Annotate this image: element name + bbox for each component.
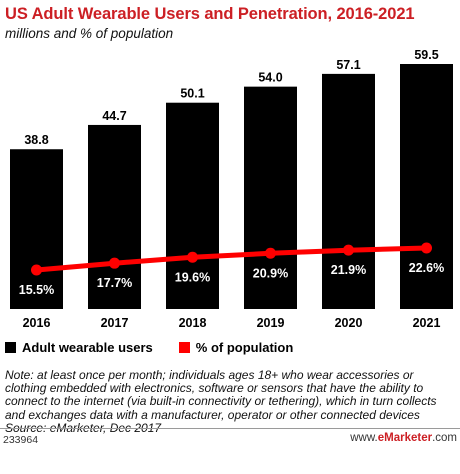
- legend-swatch-users: [5, 342, 16, 353]
- chart-note: Note: at least once per month; individua…: [5, 368, 457, 435]
- bar-value-label-2018: 50.1: [180, 87, 204, 101]
- penetration-point-2017: [109, 257, 120, 269]
- x-axis-labels: 2016 2017 2018 2019 2020 2021: [23, 316, 441, 330]
- chart-area: 38.8 44.7 50.1 54.0 57.1 59.5 15.5% 17.7% 19.6%…: [10, 48, 453, 330]
- bar-2021: [400, 64, 453, 309]
- bar-2016: [10, 149, 63, 309]
- legend-swatch-penetration: [178, 342, 190, 353]
- legend-label-users: Adult wearable users: [22, 340, 153, 355]
- x-tick-label-2018: 2018: [179, 316, 207, 330]
- bar-value-label-2019: 54.0: [258, 71, 282, 85]
- x-tick-label-2017: 2017: [101, 316, 129, 330]
- brand-suffix: .com: [432, 432, 457, 444]
- legend: Adult wearable users % of population: [5, 340, 319, 355]
- footer-divider: [0, 428, 460, 429]
- x-tick-label-2016: 2016: [23, 316, 51, 330]
- penetration-label-2019: 20.9%: [253, 266, 288, 280]
- penetration-label-2020: 21.9%: [331, 263, 366, 277]
- bar-2018: [166, 102, 219, 310]
- penetration-point-2019: [265, 247, 276, 259]
- bar-value-label-2020: 57.1: [336, 58, 360, 72]
- bar-value-label-2021: 59.5: [414, 48, 438, 62]
- note-text: Note: at least once per month; individua…: [5, 368, 437, 422]
- legend-item-users: Adult wearable users: [5, 340, 153, 355]
- brand-prefix: www.: [350, 432, 378, 444]
- legend-item-penetration: % of population: [178, 340, 294, 355]
- penetration-label-2016: 15.5%: [19, 283, 54, 297]
- x-tick-label-2020: 2020: [335, 316, 363, 330]
- penetration-label-2018: 19.6%: [175, 270, 210, 284]
- penetration-line: [34, 245, 429, 273]
- bar-value-label-2017: 44.7: [102, 109, 126, 123]
- legend-label-penetration: % of population: [195, 340, 294, 355]
- penetration-point-2018: [187, 251, 198, 263]
- penetration-label-2021: 22.6%: [409, 261, 444, 275]
- bar-2019: [244, 86, 297, 309]
- bar-2020: [322, 73, 375, 309]
- x-tick-label-2021: 2021: [413, 316, 441, 330]
- penetration-point-2020: [343, 244, 354, 256]
- bar-value-label-2016: 38.8: [24, 133, 48, 147]
- chart-id: 233964: [3, 434, 39, 446]
- source-text: Source: eMarketer, Dec 2017: [5, 420, 162, 435]
- penetration-point-2021: [421, 242, 432, 254]
- chart-subtitle: millions and % of population: [5, 26, 174, 41]
- chart-title: US Adult Wearable Users and Penetration,…: [5, 5, 415, 23]
- penetration-point-2016: [31, 264, 42, 276]
- bars-layer: 38.8 44.7 50.1 54.0 57.1 59.5: [10, 48, 453, 310]
- brand-link[interactable]: www.eMarketer.com: [350, 432, 457, 444]
- penetration-label-2017: 17.7%: [97, 276, 132, 290]
- x-tick-label-2019: 2019: [257, 316, 285, 330]
- bar-2017: [88, 124, 141, 309]
- brand-name: eMarketer: [377, 432, 433, 444]
- penetration-line-layer: 15.5% 17.7% 19.6% 20.9% 21.9% 22.6%: [19, 242, 444, 297]
